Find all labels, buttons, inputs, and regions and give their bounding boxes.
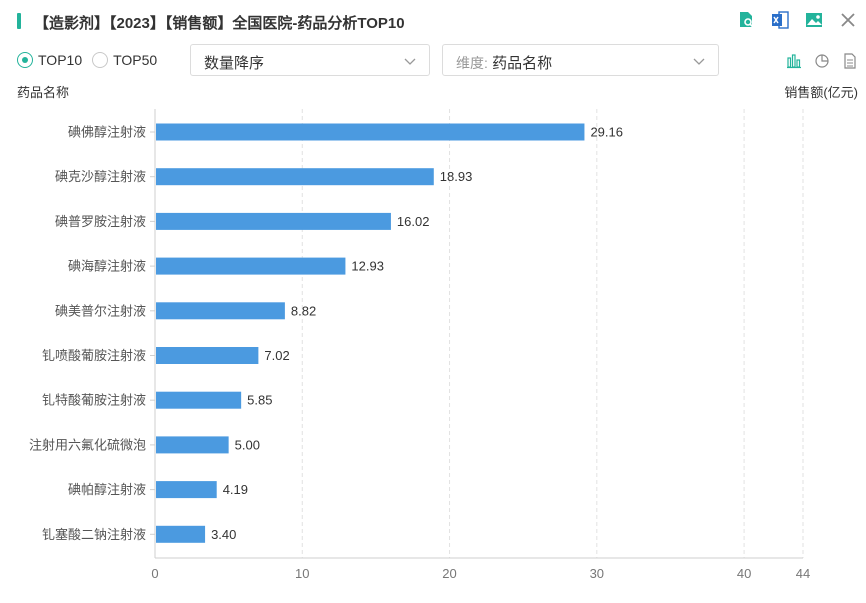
data-label: 3.40 (211, 527, 236, 542)
x-tick-label: 44 (796, 566, 810, 581)
chevron-down-icon (693, 58, 705, 65)
table-icon[interactable] (842, 53, 858, 69)
dimension-select[interactable]: 维度: 药品名称 (442, 44, 719, 76)
bar (156, 481, 217, 499)
data-label: 4.19 (223, 482, 248, 497)
dimension-select-value: 维度: 药品名称 (456, 52, 552, 73)
radio-top50-label: TOP50 (113, 52, 158, 68)
category-label: 碘克沙醇注射液 (55, 169, 146, 184)
radio-top50-circle[interactable] (92, 52, 109, 68)
radio-top10-label: TOP10 (38, 52, 83, 68)
x-tick-label: 30 (590, 566, 604, 581)
bar (156, 391, 242, 409)
bar (156, 212, 391, 230)
radio-top10[interactable]: TOP10 (17, 52, 82, 68)
controls-bar: TOP10 TOP50 数量降序 维度: 药品名称 (0, 44, 866, 78)
bar (156, 302, 285, 320)
dimension-select-text: 药品名称 (492, 55, 553, 72)
data-label: 18.93 (440, 169, 473, 184)
x-tick-label: 0 (151, 566, 158, 581)
category-label: 碘普罗胺注射液 (55, 214, 146, 229)
page-title: 【造影剂】【2023】【销售额】全国医院-药品分析TOP10 (34, 15, 405, 32)
sort-select-value: 数量降序 (204, 55, 265, 72)
bar (156, 123, 585, 141)
dimension-select-prefix: 维度: (456, 55, 488, 71)
data-label: 16.02 (397, 214, 430, 229)
category-label: 钆特酸葡胺注射液 (42, 393, 146, 408)
pie-chart-icon[interactable] (814, 53, 830, 69)
data-label: 5.00 (235, 437, 260, 452)
chevron-down-icon (404, 58, 416, 65)
data-label: 7.02 (264, 348, 289, 363)
data-label: 12.93 (351, 259, 384, 274)
x-tick-label: 40 (737, 566, 751, 581)
radio-top10-circle[interactable] (17, 52, 33, 68)
data-label: 8.82 (291, 303, 316, 318)
data-label: 29.16 (590, 125, 623, 140)
image-export-icon[interactable] (804, 10, 824, 30)
sort-select[interactable]: 数量降序 (190, 44, 430, 76)
search-document-icon[interactable] (736, 10, 756, 30)
bar-chart: 0 10 20 30 40 44 碘佛醇注射液 29.16 碘克沙醇注射液 18.93 碘普罗胺注射… (29, 109, 810, 581)
chart-header: 【造影剂】【2023】【销售额】全国医院-药品分析TOP10 (0, 0, 866, 44)
bar (156, 168, 434, 186)
title-accent-bar (17, 13, 21, 29)
chart-type-switcher (786, 53, 858, 69)
category-label: 钆塞酸二钠注射液 (42, 527, 146, 542)
bar (156, 525, 206, 543)
radio-top50[interactable]: TOP50 (92, 52, 157, 68)
y-axis-title: 药品名称 (17, 85, 70, 100)
bar-chart-icon[interactable] (786, 53, 802, 69)
bar (156, 436, 229, 454)
x-tick-label: 10 (295, 566, 309, 581)
category-label: 碘佛醇注射液 (68, 125, 146, 140)
category-label: 注射用六氟化硫微泡 (29, 437, 146, 452)
data-label: 5.85 (247, 393, 272, 408)
category-label: 碘美普尔注射液 (55, 303, 146, 318)
category-label: 碘海醇注射液 (68, 259, 146, 274)
bar (156, 257, 346, 275)
top-n-radio-group: TOP10 TOP50 (17, 52, 167, 68)
excel-export-icon[interactable] (770, 10, 790, 30)
x-axis-title: 销售额(亿元) (784, 85, 858, 100)
close-icon[interactable] (838, 10, 858, 30)
category-label: 碘帕醇注射液 (68, 482, 146, 497)
header-toolbar (736, 10, 858, 30)
x-tick-label: 20 (442, 566, 456, 581)
category-label: 钆喷酸葡胺注射液 (42, 348, 146, 363)
bar (156, 347, 259, 364)
